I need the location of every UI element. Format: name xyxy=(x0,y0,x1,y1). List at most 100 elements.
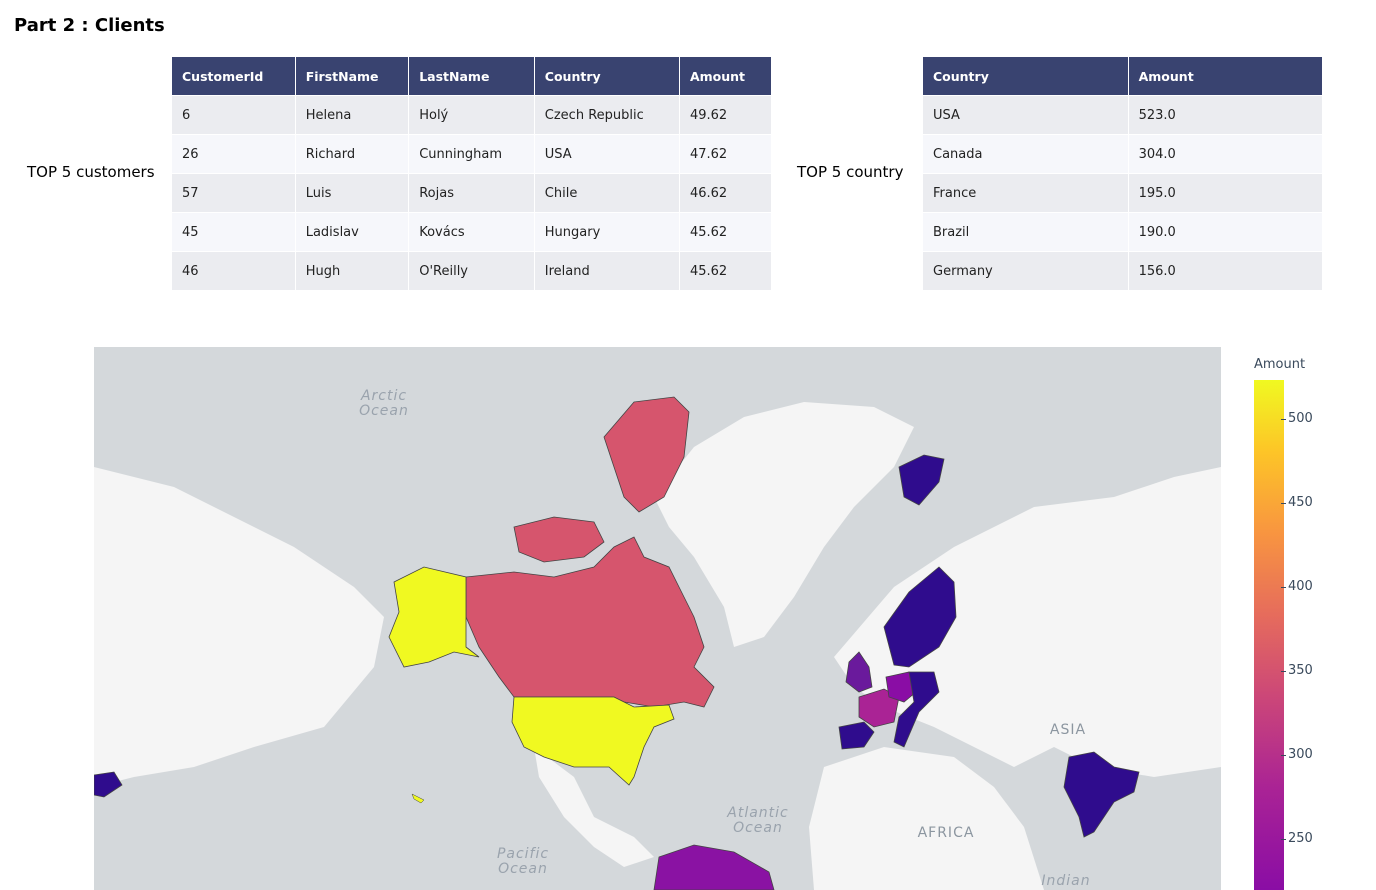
table-cell: O'Reilly xyxy=(408,251,535,290)
iberia-shape xyxy=(838,721,875,750)
pacific-ocean-label-2: Ocean xyxy=(498,861,548,877)
uk-shape xyxy=(845,651,873,693)
table-row: Canada 304.0 xyxy=(923,134,1324,174)
table-cell: 195.0 xyxy=(1128,173,1324,213)
table-cell: 45.62 xyxy=(679,251,773,290)
asia-left-shape xyxy=(94,467,384,787)
canada-islands-shape xyxy=(603,396,690,513)
usa-shape xyxy=(511,696,675,786)
arctic-ocean-label-2: Ocean xyxy=(359,403,409,419)
column-header: LastName xyxy=(408,57,535,96)
france-shape xyxy=(858,688,900,728)
colorbar-tick-mark xyxy=(1281,502,1286,504)
germany-shape xyxy=(885,671,917,703)
table-cell: 57 xyxy=(172,173,296,213)
hawaii-shape xyxy=(411,793,425,804)
arctic-ocean-label: Arctic xyxy=(360,388,407,404)
left-edge-country-shape xyxy=(94,771,123,798)
table-row: Brazil 190.0 xyxy=(923,212,1324,252)
table-cell: 6 xyxy=(172,95,296,135)
table-cell: 26 xyxy=(172,134,296,174)
column-header: Country xyxy=(534,57,680,96)
column-header: FirstName xyxy=(295,57,410,96)
colorbar-tick-label: 350 xyxy=(1288,662,1313,678)
table-cell: France xyxy=(923,173,1129,213)
table-cell: 49.62 xyxy=(679,95,773,135)
india-shape xyxy=(1063,751,1140,838)
table-cell: Chile xyxy=(534,173,680,213)
colorbar-tick-label: 450 xyxy=(1288,494,1313,510)
africa-shape xyxy=(809,747,1044,890)
column-header: CustomerId xyxy=(172,57,296,96)
central-europe-shape xyxy=(893,671,940,748)
colorbar-tick-mark xyxy=(1281,754,1286,756)
table-cell: 304.0 xyxy=(1128,134,1324,174)
colorbar-tick-mark xyxy=(1281,838,1286,840)
svalbard-shape xyxy=(898,454,945,506)
column-header: Amount xyxy=(679,57,773,96)
colorbar-tick-label: 300 xyxy=(1288,746,1313,762)
table-cell: 45 xyxy=(172,212,296,252)
table-cell: Germany xyxy=(923,251,1129,290)
table-cell: Holý xyxy=(408,95,535,135)
column-header: Country xyxy=(923,57,1129,96)
canada-shape xyxy=(465,536,715,708)
indian-ocean-label: Indian xyxy=(1041,873,1090,889)
colorbar-tick-mark xyxy=(1281,418,1286,420)
atlantic-ocean-label-2: Ocean xyxy=(733,820,783,836)
table-cell: Richard xyxy=(295,134,410,174)
choropleth-map[interactable]: Arctic Ocean Atlantic Ocean Pacific Ocea… xyxy=(94,347,1221,890)
table-cell: 45.62 xyxy=(679,212,773,252)
table-cell: Helena xyxy=(295,95,410,135)
table-cell: Rojas xyxy=(408,173,535,213)
top-countries-table: Country Amount USA 523.0 Canada 304.0 France 1… xyxy=(923,57,1324,290)
table-row: Germany 156.0 xyxy=(923,251,1324,290)
customers-label: TOP 5 customers xyxy=(27,163,155,181)
table-cell: 156.0 xyxy=(1128,251,1324,290)
scandinavia-shape xyxy=(883,566,957,668)
table-cell: Luis xyxy=(295,173,410,213)
table-cell: 47.62 xyxy=(679,134,773,174)
table-row: 46 Hugh O'Reilly Ireland 45.62 xyxy=(172,251,773,290)
top-customers-table: CustomerId FirstName LastName Country Amount… xyxy=(172,57,773,290)
table-cell: Czech Republic xyxy=(534,95,680,135)
asia-label: ASIA xyxy=(1050,722,1086,738)
table-cell: 523.0 xyxy=(1128,95,1324,135)
colorbar-tick-label: 400 xyxy=(1288,578,1313,594)
table-row: 57 Luis Rojas Chile 46.62 xyxy=(172,173,773,213)
table-cell: USA xyxy=(923,95,1129,135)
table-row: 26 Richard Cunningham USA 47.62 xyxy=(172,134,773,174)
colorbar-tick-mark xyxy=(1281,586,1286,588)
africa-label: AFRICA xyxy=(918,825,975,841)
colorbar-tick-mark xyxy=(1281,670,1286,672)
table-cell: 190.0 xyxy=(1128,212,1324,252)
central-america-shape xyxy=(534,747,654,867)
alaska-shape xyxy=(388,566,480,668)
pacific-ocean-label: Pacific xyxy=(497,846,549,862)
table-row: France 195.0 xyxy=(923,173,1324,213)
table-cell: Kovács xyxy=(408,212,535,252)
table-cell: 46 xyxy=(172,251,296,290)
table-row: USA 523.0 xyxy=(923,95,1324,135)
table-cell: 46.62 xyxy=(679,173,773,213)
colorbar xyxy=(1254,380,1284,890)
canada-islands-shape-2 xyxy=(513,516,605,563)
brazil-shape xyxy=(653,844,775,890)
table-row: 45 Ladislav Kovács Hungary 45.62 xyxy=(172,212,773,252)
column-header: Amount xyxy=(1128,57,1324,96)
table-cell: Cunningham xyxy=(408,134,535,174)
countries-label: TOP 5 country xyxy=(797,163,904,181)
atlantic-ocean-label: Atlantic xyxy=(726,805,788,821)
table-cell: USA xyxy=(534,134,680,174)
table-cell: Ladislav xyxy=(295,212,410,252)
table-cell: Brazil xyxy=(923,212,1129,252)
table-cell: Ireland xyxy=(534,251,680,290)
greenland-shape xyxy=(654,402,914,647)
table-row: 6 Helena Holý Czech Republic 49.62 xyxy=(172,95,773,135)
table-cell: Canada xyxy=(923,134,1129,174)
page-title: Part 2 : Clients xyxy=(14,15,165,36)
colorbar-tick-label: 250 xyxy=(1288,830,1313,846)
colorbar-tick-label: 500 xyxy=(1288,410,1313,426)
table-cell: Hugh xyxy=(295,251,410,290)
table-cell: Hungary xyxy=(534,212,680,252)
